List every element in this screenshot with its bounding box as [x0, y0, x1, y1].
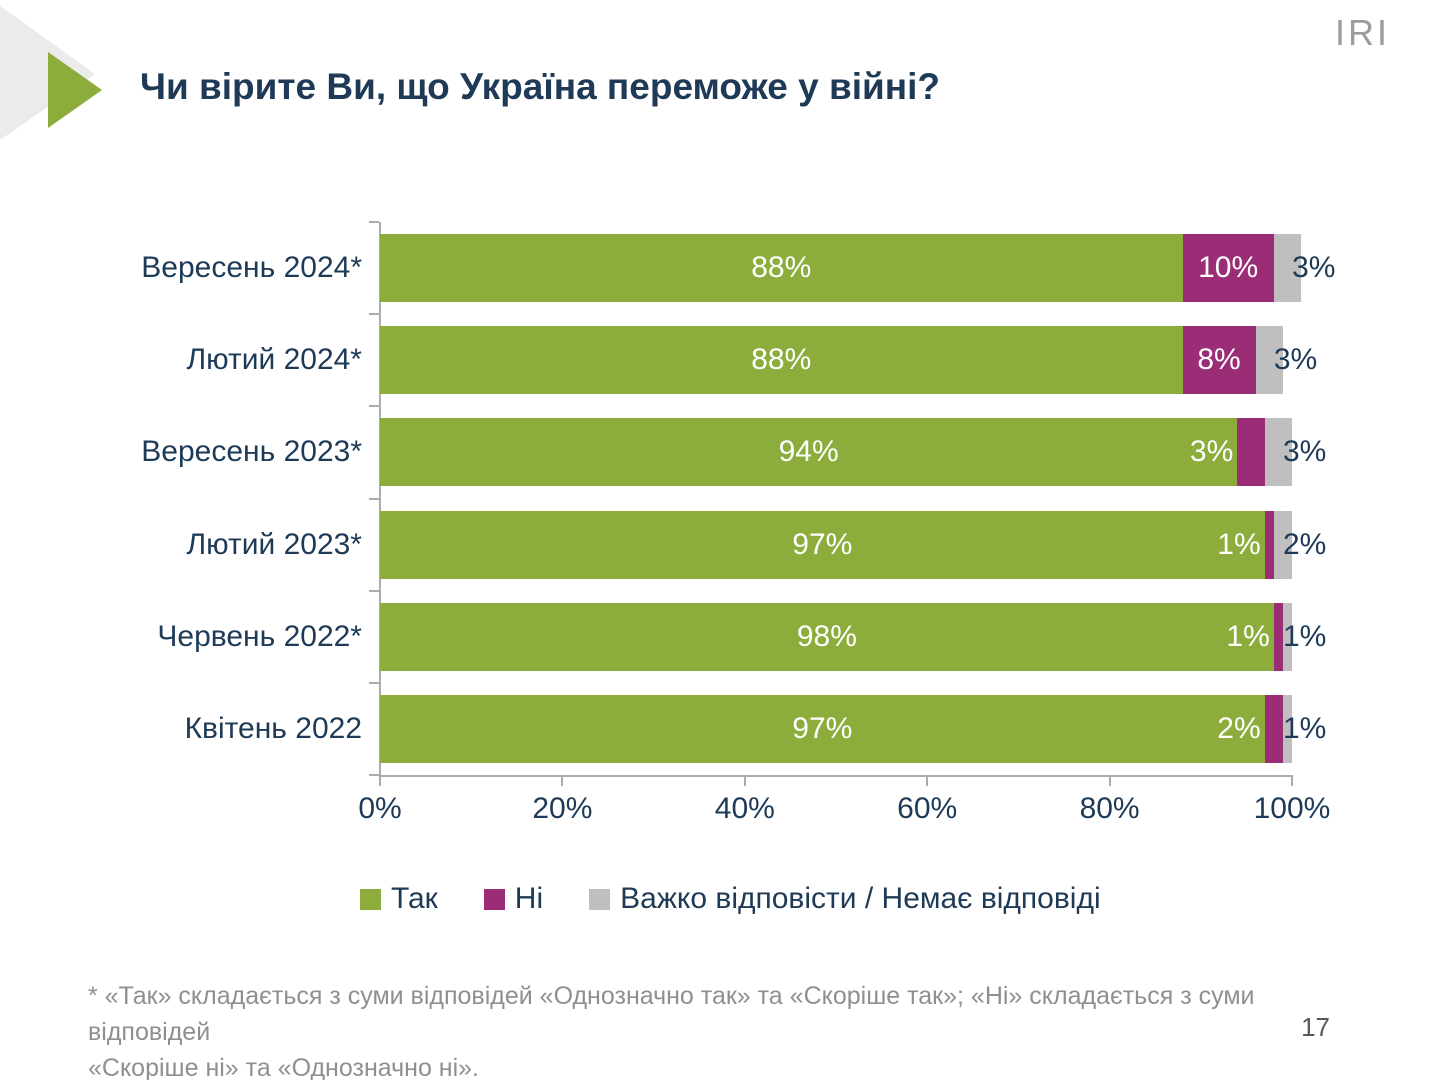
y-axis-tick — [369, 589, 379, 592]
x-axis-tick — [926, 777, 929, 786]
bar-row: 98% 1% 1% — [380, 602, 1326, 671]
segment-no — [1264, 510, 1274, 579]
segment-no — [1264, 694, 1283, 763]
category-label: Вересень 2023* — [141, 435, 362, 469]
value-label-yes: 97% — [792, 711, 853, 745]
y-axis-tick — [369, 497, 379, 500]
value-label-no: 2% — [1217, 711, 1261, 745]
segment-dk — [1264, 418, 1292, 487]
value-label-dk: 3% — [1273, 343, 1318, 377]
value-label-yes: 88% — [751, 343, 812, 377]
x-axis-tick-label: 100% — [1253, 792, 1331, 825]
value-label-dk: 1% — [1283, 619, 1327, 653]
page-number: 17 — [1301, 1012, 1330, 1042]
segment-dk — [1255, 326, 1283, 395]
legend-label: Важко відповісти / Немає відповіді — [620, 882, 1101, 915]
x-axis-tick — [561, 777, 564, 786]
value-label-no: 10% — [1198, 251, 1259, 285]
value-label-yes: 98% — [796, 619, 857, 653]
segment-yes — [380, 510, 1265, 579]
legend-swatch-icon — [589, 888, 611, 910]
value-label-no: 3% — [1189, 435, 1234, 469]
segment-no — [1182, 326, 1256, 395]
legend-item: Важко відповісти / Немає відповіді — [589, 882, 1101, 916]
bar-row: 94% 3% 3% — [380, 418, 1326, 487]
segment-yes — [380, 602, 1274, 671]
value-label-no: 1% — [1217, 527, 1261, 561]
value-label-yes: 97% — [792, 527, 853, 561]
x-axis-line — [379, 775, 1293, 777]
legend-item: Так — [360, 882, 438, 916]
x-axis-tick — [1108, 777, 1111, 786]
value-label-no: 8% — [1197, 343, 1241, 377]
x-axis-tick-label: 80% — [1079, 792, 1140, 825]
legend-swatch-icon — [483, 888, 505, 910]
category-label: Лютий 2023* — [186, 527, 362, 561]
footnote-line-2: «Скоріше ні» та «Однозначно ні». — [88, 1054, 480, 1080]
segment-dk — [1273, 234, 1302, 303]
bar-row: 88% 10% 3% — [380, 234, 1335, 303]
segment-dk — [1273, 510, 1292, 579]
category-label: Квітень 2022 — [184, 711, 362, 745]
value-label-dk: 3% — [1283, 435, 1327, 469]
y-axis-tick — [369, 681, 379, 684]
page-title: Чи вірите Ви, що Україна переможе у війн… — [140, 66, 940, 107]
gray-triangle-icon — [0, 6, 95, 140]
x-axis-tick-label: 60% — [897, 792, 958, 825]
stacked-bar-chart: Вересень 2024* 88% 10% 3% Лютий 2024* 88% 8% 3%… — [141, 221, 1335, 825]
x-axis-tick-label: 20% — [532, 792, 593, 825]
segment-no — [1237, 418, 1265, 487]
category-label: Червень 2022* — [157, 619, 362, 653]
segment-yes — [380, 694, 1265, 763]
iri-logo: IRI — [1334, 12, 1390, 53]
value-label-dk: 2% — [1283, 527, 1327, 561]
legend-swatch-icon — [360, 888, 381, 910]
bar-row: 97% 1% 2% — [380, 510, 1326, 579]
green-triangle-icon — [48, 52, 102, 128]
segment-dk — [1282, 602, 1292, 671]
legend-label: Так — [391, 882, 438, 915]
x-axis-tick — [743, 777, 746, 786]
x-axis-tick-label: 0% — [358, 792, 402, 825]
x-axis-tick-label: 40% — [714, 792, 775, 825]
segment-no — [1273, 602, 1283, 671]
y-axis-tick — [369, 405, 379, 408]
corner-arrow-decoration — [0, 6, 102, 140]
y-axis-tick — [369, 774, 379, 776]
footnote: * «Так» складається з суми відповідей «О… — [88, 978, 1368, 1080]
chart-legend: Так Ні Важко відповісти / Немає відповіді — [360, 882, 1101, 916]
footnote-line-1: * «Так» складається з суми відповідей «О… — [88, 982, 1255, 1046]
x-axis-tick — [379, 777, 381, 786]
value-label-yes: 94% — [778, 435, 839, 469]
bar-row: 97% 2% 1% — [380, 694, 1326, 763]
bar-row: 88% 8% 3% — [380, 326, 1317, 395]
category-label: Лютий 2024* — [186, 343, 362, 377]
y-axis-line — [379, 222, 381, 776]
segment-yes — [380, 326, 1183, 395]
legend-item: Ні — [483, 882, 544, 916]
segment-dk — [1282, 694, 1292, 763]
value-label-dk: 3% — [1292, 251, 1336, 285]
segment-yes — [380, 234, 1183, 303]
value-label-yes: 88% — [751, 251, 812, 285]
value-label-no: 1% — [1226, 619, 1270, 653]
x-axis-tick — [1291, 777, 1293, 786]
value-label-dk: 1% — [1283, 711, 1327, 745]
legend-label: Ні — [514, 882, 544, 915]
segment-yes — [380, 418, 1238, 487]
segment-no — [1182, 234, 1274, 303]
y-axis-tick — [369, 221, 379, 223]
y-axis-tick — [369, 313, 379, 316]
category-label: Вересень 2024* — [141, 251, 362, 285]
